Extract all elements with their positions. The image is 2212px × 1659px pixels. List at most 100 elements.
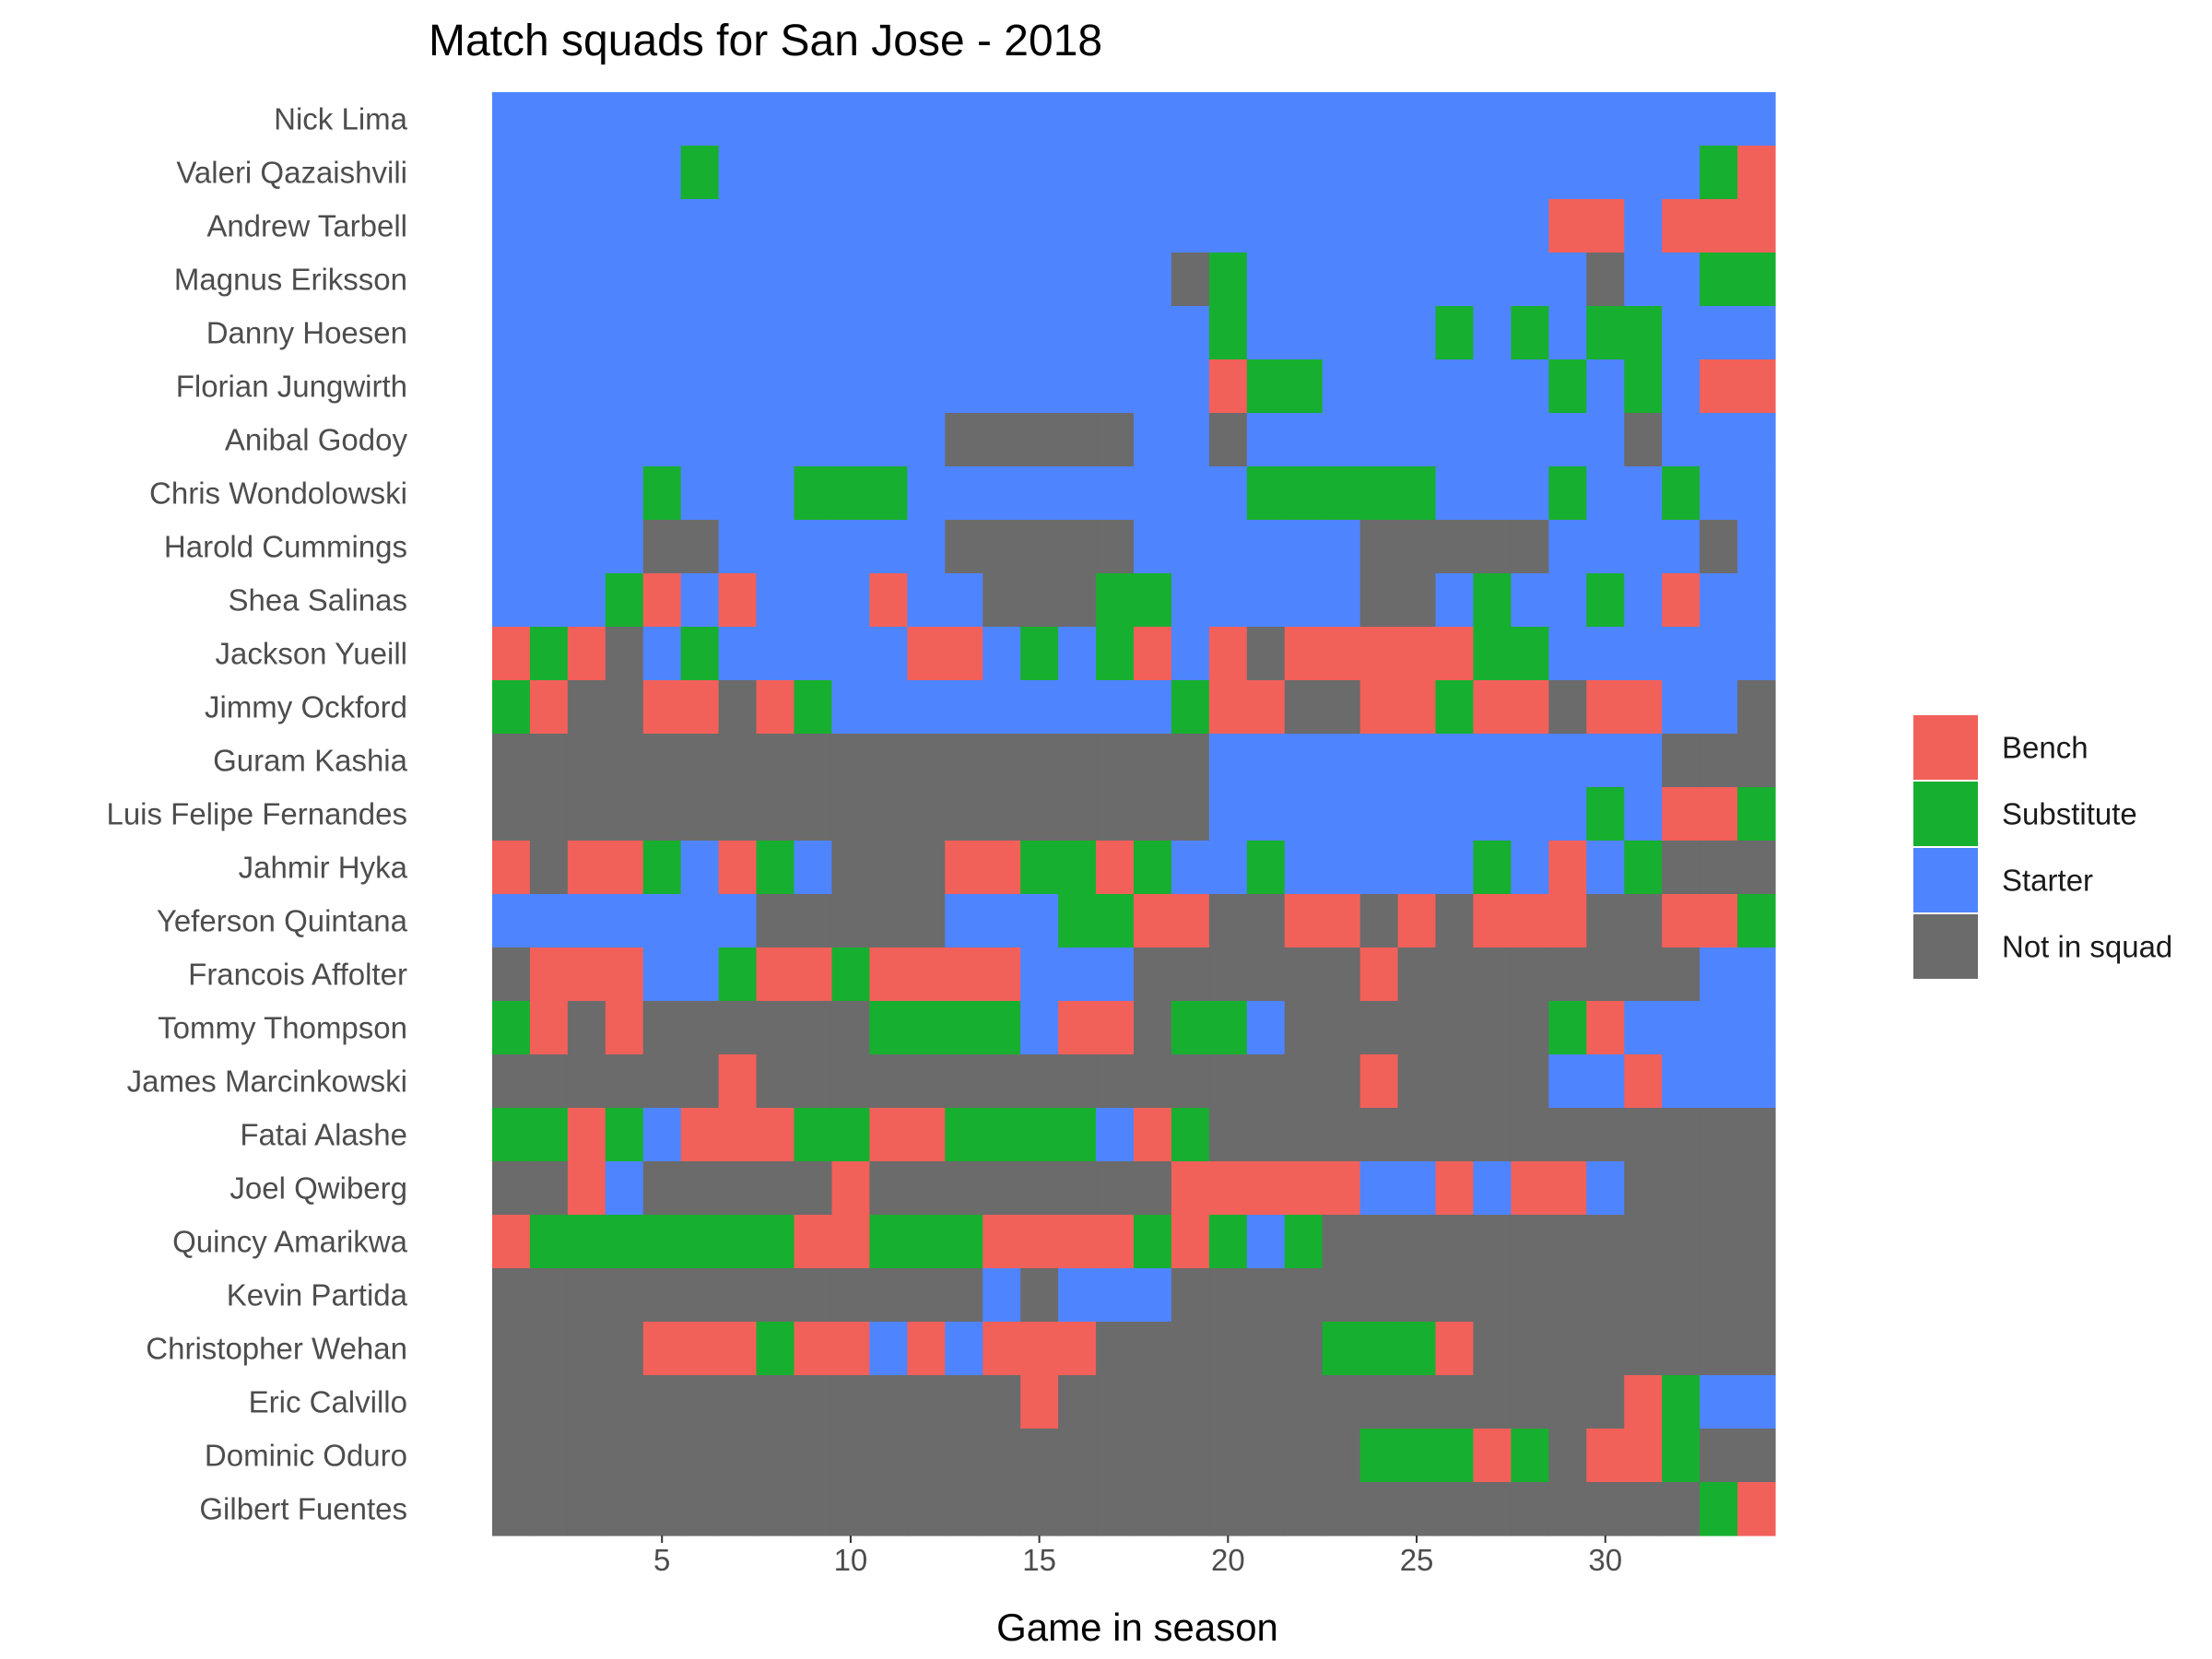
heatmap-cell xyxy=(1511,1108,1549,1162)
heatmap-cell xyxy=(1171,413,1210,467)
heatmap-cell xyxy=(642,1268,682,1323)
heatmap-cell xyxy=(982,1001,1021,1055)
heatmap-cell xyxy=(1359,146,1399,200)
heatmap-cell xyxy=(1171,359,1210,414)
heatmap-cell xyxy=(1511,1268,1549,1323)
heatmap-cell xyxy=(1058,1482,1097,1536)
heatmap-cell xyxy=(1096,680,1135,735)
heatmap-cell xyxy=(605,1429,644,1483)
heatmap-cell xyxy=(1284,680,1324,735)
heatmap-cell xyxy=(756,1001,795,1055)
heatmap-cell xyxy=(1662,413,1700,467)
heatmap-cell xyxy=(1134,466,1172,521)
heatmap-cell xyxy=(1700,92,1738,147)
heatmap-cell xyxy=(1171,92,1210,147)
y-axis-player-label: Luis Felipe Fernandes xyxy=(106,797,407,831)
heatmap-cell xyxy=(869,1054,908,1109)
heatmap-cell xyxy=(982,359,1021,414)
heatmap-cell xyxy=(982,573,1021,628)
heatmap-cell xyxy=(982,520,1021,574)
heatmap-cell xyxy=(1700,1054,1738,1109)
heatmap-cell xyxy=(1662,253,1700,307)
heatmap-cell xyxy=(945,520,983,574)
heatmap-cell xyxy=(1511,734,1549,788)
heatmap-cell xyxy=(1171,306,1210,360)
heatmap-cell xyxy=(567,146,606,200)
heatmap-cell xyxy=(680,947,720,1002)
heatmap-cell xyxy=(1586,1054,1625,1109)
heatmap-cell xyxy=(1473,1054,1512,1109)
heatmap-cell xyxy=(1624,573,1663,628)
heatmap-cell xyxy=(529,627,569,681)
heatmap-cell xyxy=(1548,520,1587,574)
heatmap-cell xyxy=(1208,1001,1248,1055)
heatmap-cell xyxy=(1435,199,1475,253)
heatmap-cell xyxy=(1359,253,1399,307)
heatmap-cell xyxy=(907,894,946,948)
y-axis-player-label: Florian Jungwirth xyxy=(176,370,407,404)
heatmap-cell xyxy=(1359,92,1399,147)
heatmap-cell xyxy=(756,1482,795,1536)
heatmap-cell xyxy=(982,306,1021,360)
heatmap-cell xyxy=(1359,359,1399,414)
heatmap-cell xyxy=(1322,520,1361,574)
heatmap-cell xyxy=(492,253,531,307)
heatmap-cell xyxy=(945,413,983,467)
heatmap-cell xyxy=(642,413,682,467)
heatmap-cell xyxy=(982,1482,1021,1536)
heatmap-cell xyxy=(1397,1375,1437,1430)
heatmap-cell xyxy=(831,1375,871,1430)
heatmap-cell xyxy=(1473,627,1512,681)
heatmap-cell xyxy=(1435,947,1475,1002)
heatmap-cell xyxy=(1359,1108,1399,1162)
heatmap-cell xyxy=(1058,1054,1097,1109)
heatmap-cell xyxy=(529,1375,569,1430)
heatmap-cell xyxy=(907,841,946,895)
y-axis-player-label: Kevin Partida xyxy=(227,1278,408,1312)
heatmap-cell xyxy=(1208,306,1248,360)
heatmap-cell xyxy=(1397,1268,1437,1323)
heatmap-cell xyxy=(1171,520,1210,574)
heatmap-cell xyxy=(1586,787,1625,841)
heatmap-cell xyxy=(1435,1268,1475,1323)
heatmap-cell xyxy=(529,92,569,147)
heatmap-cell xyxy=(1511,1215,1549,1269)
heatmap-cell xyxy=(1020,1161,1059,1216)
heatmap-cell xyxy=(1397,306,1437,360)
heatmap-cell xyxy=(1284,787,1324,841)
heatmap-cell xyxy=(1662,1322,1700,1376)
heatmap-cell xyxy=(1662,734,1700,788)
heatmap-cell xyxy=(982,734,1021,788)
heatmap-cell xyxy=(945,573,983,628)
heatmap-cell xyxy=(1586,734,1625,788)
heatmap-cell xyxy=(1246,573,1286,628)
heatmap-cell xyxy=(1020,520,1059,574)
heatmap-cell xyxy=(1473,466,1512,521)
heatmap-cell xyxy=(1359,573,1399,628)
heatmap-cell xyxy=(945,787,983,841)
heatmap-cell xyxy=(680,146,720,200)
y-axis-player-label: Andrew Tarbell xyxy=(206,209,407,243)
heatmap-cell xyxy=(1246,306,1286,360)
heatmap-cell xyxy=(1058,1268,1097,1323)
heatmap-cell xyxy=(1322,199,1361,253)
heatmap-cell xyxy=(1134,1001,1172,1055)
heatmap-cell xyxy=(492,306,531,360)
heatmap-cell xyxy=(756,787,795,841)
legend: Bench Substitute Starter Not in squad xyxy=(1913,715,2172,979)
heatmap-cell xyxy=(1096,146,1135,200)
heatmap-cell xyxy=(982,841,1021,895)
heatmap-cell xyxy=(1511,359,1549,414)
heatmap-cell xyxy=(1473,1161,1512,1216)
heatmap-cell xyxy=(1473,573,1512,628)
heatmap-cell xyxy=(492,1375,531,1430)
heatmap-cell xyxy=(1548,359,1587,414)
heatmap-cell xyxy=(1171,1322,1210,1376)
heatmap-cell xyxy=(794,627,833,681)
heatmap-cell xyxy=(1058,787,1097,841)
heatmap-cell xyxy=(1284,92,1324,147)
heatmap-cell xyxy=(794,680,833,735)
heatmap-cell xyxy=(1435,146,1475,200)
heatmap-cell xyxy=(1171,734,1210,788)
heatmap-cell xyxy=(718,359,758,414)
